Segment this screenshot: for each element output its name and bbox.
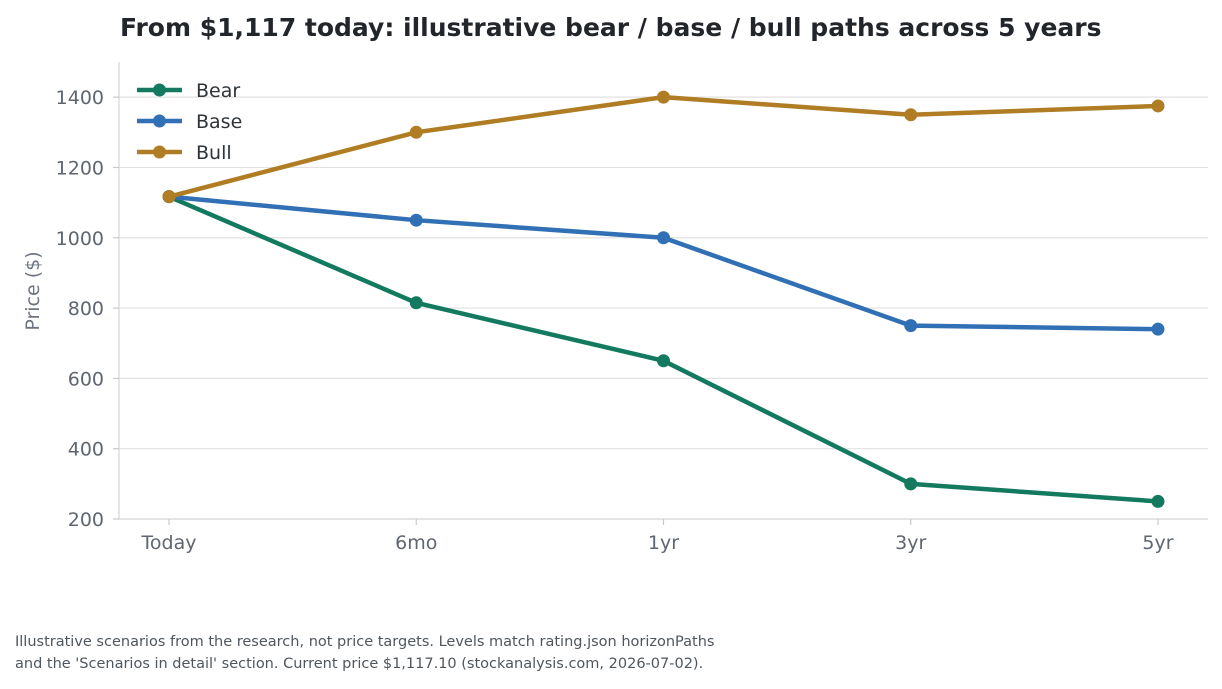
y-tick-label: 600 bbox=[68, 368, 104, 390]
series-group bbox=[162, 90, 1165, 508]
x-tick-label: 6mo bbox=[395, 532, 437, 554]
x-tick-label: 5yr bbox=[1142, 532, 1173, 554]
footnote: Illustrative scenarios from the research… bbox=[15, 631, 1205, 675]
data-point-bear bbox=[904, 477, 918, 491]
series-line-base bbox=[166, 194, 1161, 332]
legend-swatch-marker-bull bbox=[153, 145, 166, 159]
data-point-bull bbox=[409, 125, 423, 139]
gridlines bbox=[119, 96, 1208, 450]
data-point-base bbox=[409, 213, 423, 227]
data-point-bull bbox=[904, 108, 918, 122]
data-point-base bbox=[904, 319, 918, 333]
y-tick-labels: 200 400 600 800 1000 1200 1400 bbox=[56, 87, 104, 531]
y-tick-label: 1200 bbox=[56, 157, 104, 179]
y-tick-label: 400 bbox=[68, 439, 104, 461]
data-point-bear bbox=[409, 296, 423, 310]
data-point-bull bbox=[657, 90, 670, 104]
y-tick-label: 200 bbox=[68, 509, 104, 531]
x-tick-label: 3yr bbox=[895, 532, 926, 554]
legend: Bear Base Bull bbox=[137, 80, 242, 164]
data-point-bull bbox=[1151, 99, 1165, 113]
legend-label-bear: Bear bbox=[196, 80, 240, 102]
legend-swatch-marker-base bbox=[153, 114, 166, 128]
y-tick-label: 1000 bbox=[56, 228, 104, 250]
y-axis-title: Price ($) bbox=[22, 251, 44, 330]
data-point-bear bbox=[657, 354, 670, 368]
data-point-base bbox=[1151, 322, 1165, 336]
x-tick-label: 1yr bbox=[648, 532, 679, 554]
legend-label-base: Base bbox=[196, 111, 242, 133]
footnote-line-2: and the 'Scenarios in detail' section. C… bbox=[15, 656, 704, 672]
data-point-bear bbox=[1151, 494, 1165, 508]
y-tick-label: 1400 bbox=[56, 87, 104, 109]
x-tick-label: Today bbox=[141, 532, 197, 554]
series-line-bull bbox=[166, 94, 1161, 199]
chart-title: From $1,117 today: illustrative bear / b… bbox=[120, 13, 1102, 42]
axes bbox=[113, 62, 1208, 525]
line-chart: From $1,117 today: illustrative bear / b… bbox=[22, 13, 1208, 554]
data-point-base bbox=[657, 231, 670, 245]
data-point-bull bbox=[162, 190, 176, 204]
x-tick-labels: Today 6mo 1yr 3yr 5yr bbox=[141, 532, 1174, 554]
y-tick-label: 800 bbox=[68, 298, 104, 320]
footnote-line-1: Illustrative scenarios from the research… bbox=[15, 634, 715, 650]
legend-label-bull: Bull bbox=[196, 142, 232, 164]
legend-swatch-marker-bear bbox=[153, 83, 166, 97]
